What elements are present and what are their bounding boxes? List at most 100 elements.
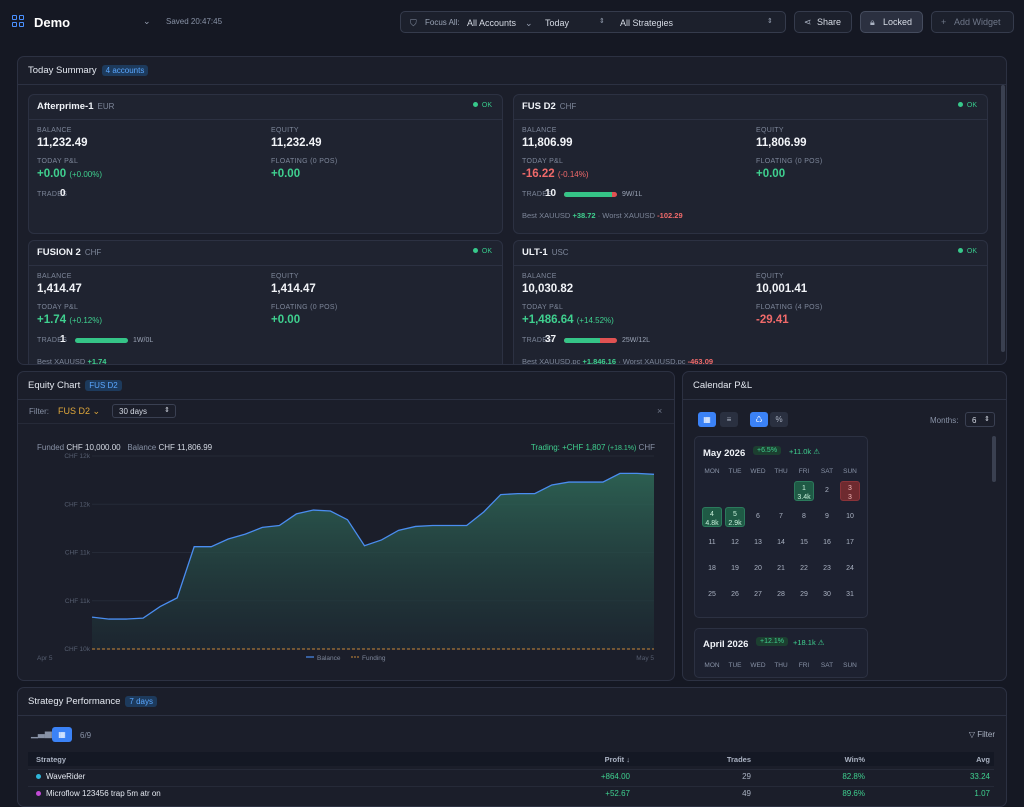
calendar-day[interactable]: 9	[825, 513, 829, 520]
account-card[interactable]: Afterprime-1 EUR OK BALANCE 11,232.49 EQUITY 1…	[28, 94, 503, 234]
calendar-day[interactable]: 7	[779, 513, 783, 520]
floating-value: +0.00	[271, 314, 301, 326]
percent-mode-button[interactable]: %	[770, 412, 788, 427]
strategy-trades: 29	[742, 772, 751, 781]
calendar-day[interactable]: 13	[754, 539, 762, 546]
column-header[interactable]: Strategy	[36, 755, 67, 764]
calendar-day[interactable]: 18	[708, 565, 716, 572]
column-header[interactable]: Trades	[726, 755, 751, 764]
calendar-day[interactable]: 26	[731, 591, 739, 598]
strategy-performance-card: Strategy Performance 7 days ▁▃▅ ▦ 6/9 ▽ F…	[17, 687, 1007, 807]
calendar-day[interactable]: 4 4.8k	[702, 507, 722, 527]
floating-label: FLOATING (0 POS)	[756, 158, 823, 165]
strategy-name[interactable]: Microflow 123456 trap 5m atr on	[46, 789, 161, 798]
account-card[interactable]: ULT-1 USC OK BALANCE 10,030.82 EQUITY 10,001.4…	[513, 240, 988, 364]
calendar-day[interactable]: 11	[708, 539, 716, 546]
pnl-percent: (+14.52%)	[576, 316, 614, 325]
column-header[interactable]: Win%	[844, 755, 865, 764]
scrollbar[interactable]	[992, 436, 996, 482]
equity-value: 11,806.99	[756, 137, 807, 149]
months-label: Months:	[930, 416, 959, 425]
win-loss-text: 9W/1L	[622, 191, 643, 198]
locked-button[interactable]: 🔒︎ Locked	[860, 11, 923, 33]
account-card[interactable]: FUSION 2 CHF OK BALANCE 1,414.47 EQUITY 1,414.…	[28, 240, 503, 364]
accounts-select[interactable]: All Accounts	[467, 18, 517, 28]
calendar-day[interactable]: 24	[846, 565, 854, 572]
balance-label: BALANCE	[37, 127, 72, 134]
accounts-badge: 4 accounts	[101, 65, 149, 76]
stepper-icon[interactable]: ⇕	[767, 18, 773, 25]
filter-button[interactable]: ▽ Filter	[968, 730, 995, 739]
equity-label: EQUITY	[271, 127, 299, 134]
stepper-icon[interactable]: ⇕	[599, 18, 605, 25]
bar-chart-icon[interactable]: ▁▃▅	[31, 728, 52, 738]
trades-label: TRADES	[522, 337, 553, 344]
pnl-percent: (+0.00%)	[69, 170, 102, 179]
add-widget-button[interactable]: + Add Widget	[931, 11, 1014, 33]
filter-label: Filter:	[29, 407, 49, 416]
y-tick-label: CHF 12k	[64, 453, 90, 460]
range-select[interactable]: 30 days ⇕	[112, 404, 176, 418]
chevron-down-icon[interactable]: ⌄	[143, 16, 151, 26]
calendar-day[interactable]: 29	[800, 591, 808, 598]
calendar-day[interactable]: 28	[777, 591, 785, 598]
scrollbar[interactable]	[1001, 85, 1005, 352]
months-select[interactable]: 6 ⇕	[965, 412, 995, 427]
calendar-day[interactable]: 27	[754, 591, 762, 598]
column-header[interactable]: Profit ↓	[604, 755, 630, 764]
trades-label: TRADES	[522, 191, 553, 198]
calendar-day[interactable]: 23	[823, 565, 831, 572]
calendar-day[interactable]: 12	[731, 539, 739, 546]
calendar-day[interactable]: 20	[754, 565, 762, 572]
grid-view-icon[interactable]: ▦	[698, 412, 716, 427]
calendar-day[interactable]: 10	[846, 513, 854, 520]
calendar-day[interactable]: 17	[846, 539, 854, 546]
calendar-day[interactable]: 22	[800, 565, 808, 572]
weekday-label: MON	[704, 468, 720, 475]
calendar-day[interactable]: 30	[823, 591, 831, 598]
calendar-day[interactable]: 19	[731, 565, 739, 572]
weekday-label: TUE	[728, 662, 742, 669]
calendar-day[interactable]: 6	[756, 513, 760, 520]
floating-label: FLOATING (0 POS)	[271, 304, 338, 311]
strategy-name[interactable]: WaveRider	[46, 772, 86, 781]
calendar-day[interactable]: 14	[777, 539, 785, 546]
trades-value: 0	[60, 188, 66, 199]
account-name: FUSION 2 CHF	[37, 247, 102, 258]
balance-area	[92, 473, 654, 649]
win-loss-text: 1W/0L	[133, 337, 154, 344]
period-select[interactable]: Today	[545, 18, 570, 28]
month-pct-badge: +6.5%	[753, 446, 782, 455]
calendar-day[interactable]: 25	[708, 591, 716, 598]
calendar-day[interactable]: 8	[802, 513, 806, 520]
calendar-day[interactable]: 2	[825, 487, 829, 494]
trades-value: 37	[545, 334, 557, 345]
y-tick-label: CHF 10k	[64, 646, 90, 653]
calendar-day[interactable]: 1 3.4k	[794, 481, 814, 501]
calendar-day[interactable]: 21	[777, 565, 785, 572]
focus-label: Focus All:	[425, 18, 460, 27]
account-card[interactable]: FUS D2 CHF OK BALANCE 11,806.99 EQUITY 11,806.…	[513, 94, 988, 234]
strategies-select[interactable]: All Strategies	[620, 18, 674, 28]
strategy-count: 6/9	[80, 731, 92, 740]
column-header[interactable]: Avg	[976, 755, 990, 764]
dashboard-grid-icon[interactable]	[12, 15, 24, 27]
month-pct-badge: +12.1%	[756, 637, 788, 646]
calendar-day[interactable]: 16	[823, 539, 831, 546]
dashboard-title[interactable]: Demo	[34, 15, 71, 30]
calendar-day[interactable]: 31	[846, 591, 854, 598]
chevron-down-icon[interactable]: ⌄	[525, 18, 533, 28]
list-view-icon[interactable]: ≡	[720, 412, 738, 427]
table-view-icon[interactable]: ▦	[52, 727, 72, 742]
table-header	[28, 752, 994, 766]
account-filter-select[interactable]: FUS D2 ⌄	[58, 406, 101, 416]
account-currency: CHF	[559, 102, 577, 111]
calendar-day[interactable]: 15	[800, 539, 808, 546]
stepper-icon: ⇕	[164, 407, 170, 414]
close-icon[interactable]: ×	[657, 406, 663, 416]
equity-value: 10,001.41	[756, 283, 808, 295]
calendar-day[interactable]: 5 2.9k	[725, 507, 745, 527]
currency-mode-icon[interactable]: ♺	[750, 412, 768, 427]
share-button[interactable]: ⋖ Share	[794, 11, 852, 33]
